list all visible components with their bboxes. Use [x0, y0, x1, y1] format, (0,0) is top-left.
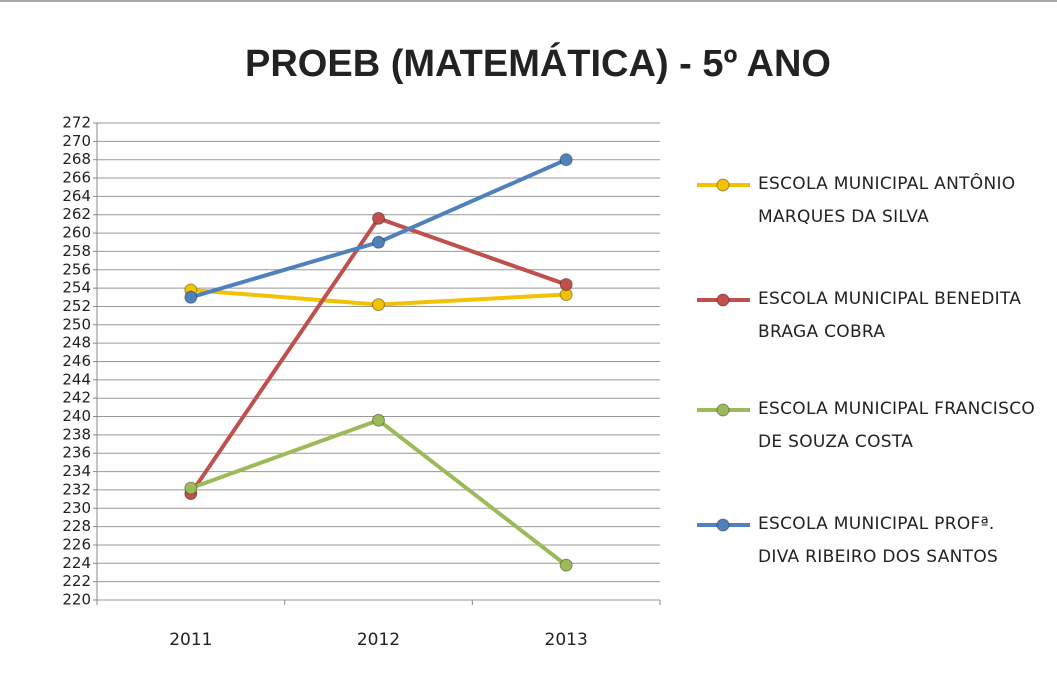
- point: [184, 290, 198, 304]
- y-tick-label: 260: [62, 224, 91, 242]
- series-line: [189, 216, 567, 495]
- point: [372, 413, 385, 427]
- y-tick-label: 252: [62, 297, 91, 315]
- y-tick-label: 228: [62, 517, 91, 535]
- y-tick-label: 236: [62, 444, 91, 462]
- y-tick-label: 248: [62, 334, 91, 352]
- point: [559, 153, 573, 167]
- y-tick-label: 268: [62, 150, 91, 168]
- legend-marker: [716, 293, 730, 307]
- x-tick-label: 2011: [169, 630, 212, 650]
- legend-marker: [716, 178, 730, 192]
- legend-marker: [716, 403, 730, 417]
- y-tick-label: 242: [62, 389, 91, 407]
- legend-label: ESCOLA MUNICIPAL BENEDITA BRAGA COBRA: [758, 289, 1022, 342]
- y-tick-label: 272: [62, 114, 91, 132]
- y-tick-label: 256: [62, 260, 91, 278]
- y-tick-label: 244: [62, 370, 91, 388]
- x-tick-label: 2013: [545, 630, 588, 650]
- chart-title: PROEB (MATEMÁTICA) - 5º ANO: [245, 41, 831, 85]
- point: [372, 235, 385, 249]
- y-tick-label: 238: [62, 425, 91, 443]
- y-tick-label: 220: [62, 591, 91, 609]
- legend-label: ESCOLA MUNICIPAL FRANCISCO DE SOUZA COST…: [758, 399, 1036, 452]
- point: [559, 277, 573, 291]
- y-tick-label: 270: [62, 132, 91, 150]
- y-tick-label: 224: [62, 554, 91, 572]
- y-tick-label: 234: [62, 462, 91, 480]
- legend-label: ESCOLA MUNICIPAL PROFª. DIVA RIBEIRO DOS…: [758, 514, 999, 567]
- y-tick-label: 246: [62, 352, 91, 370]
- point: [184, 481, 198, 495]
- y-tick-label: 264: [62, 187, 91, 205]
- y-tick-label: 232: [62, 480, 91, 498]
- y-tick-label: 262: [62, 205, 91, 223]
- legend-label: ESCOLA MUNICIPAL ANTÔNIO MARQUES DA SILV…: [758, 174, 1016, 227]
- y-tick-label: 240: [62, 407, 91, 425]
- y-tick-label: 258: [62, 242, 91, 260]
- point: [372, 211, 385, 225]
- y-tick-label: 266: [62, 169, 91, 187]
- x-tick-label: 2012: [357, 630, 400, 650]
- y-tick-label: 250: [62, 315, 91, 333]
- series-line: [190, 157, 567, 300]
- y-tick-label: 226: [62, 535, 91, 553]
- y-tick-label: 254: [62, 279, 91, 297]
- series-line: [190, 418, 568, 567]
- y-tick-label: 230: [62, 499, 91, 517]
- point: [559, 558, 573, 572]
- legend-marker: [716, 518, 730, 532]
- point: [372, 298, 385, 312]
- y-tick-label: 222: [62, 572, 91, 590]
